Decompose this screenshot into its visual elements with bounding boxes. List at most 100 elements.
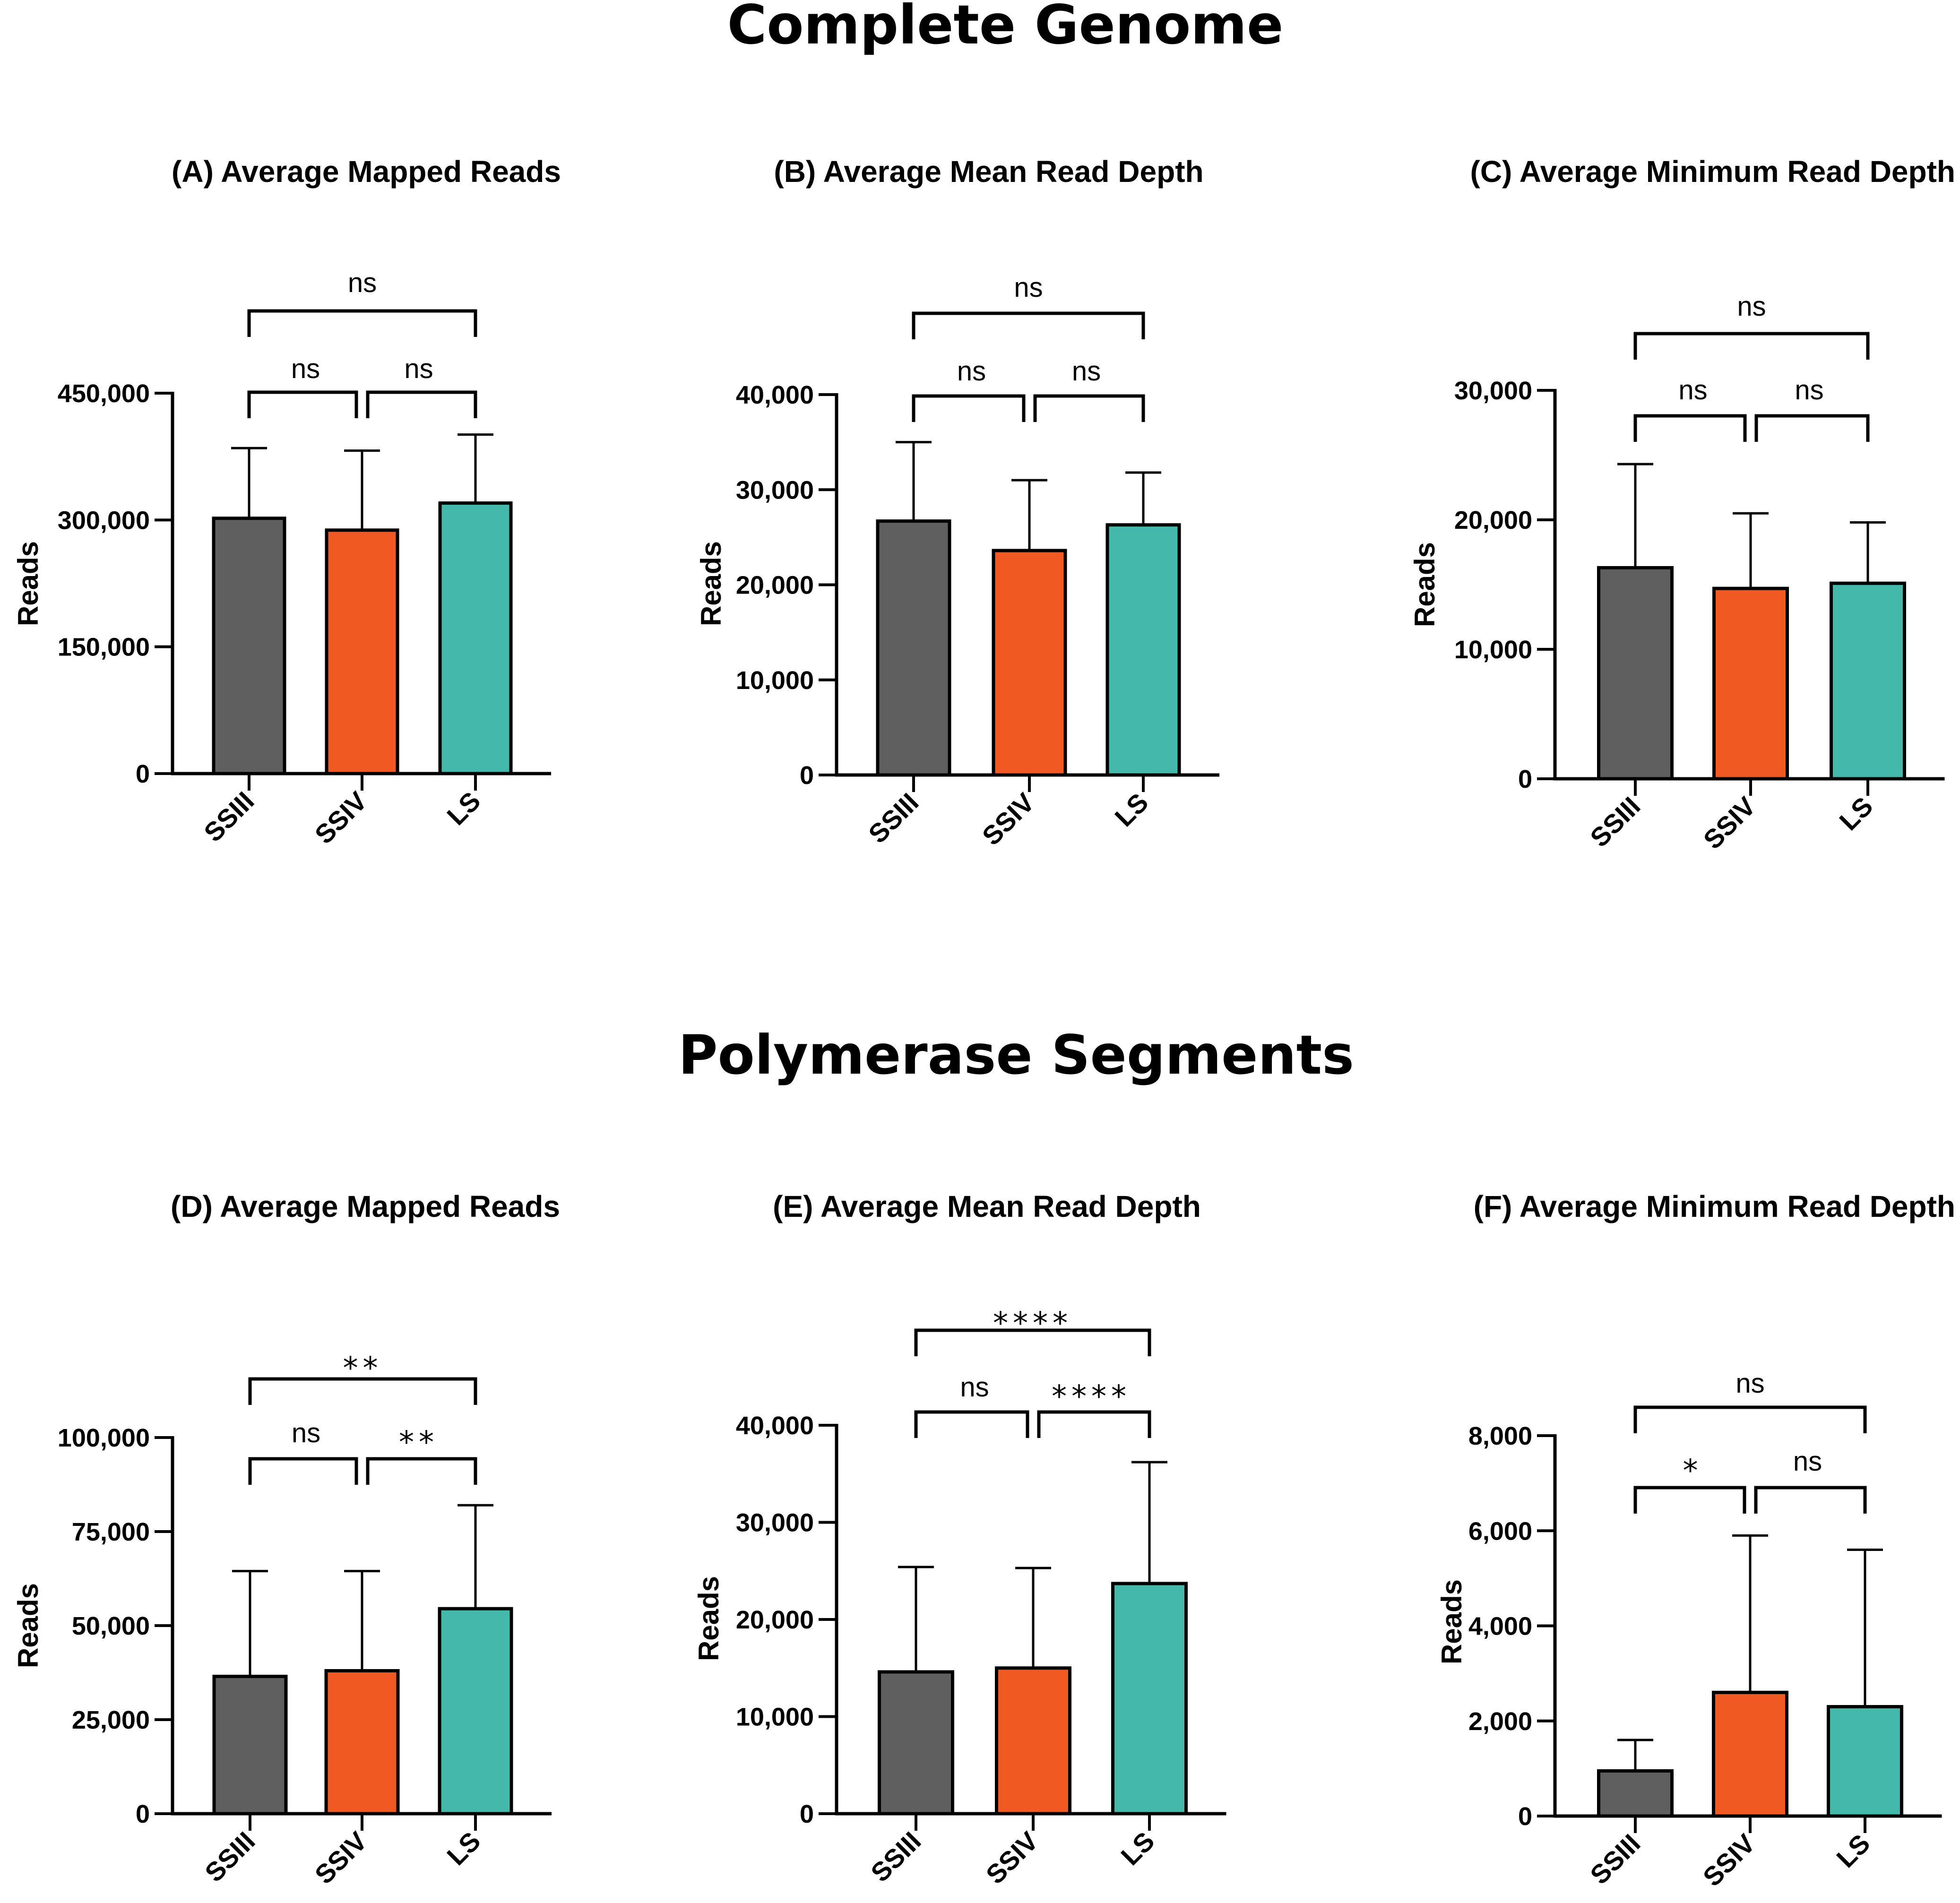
y-tick-label: 2,000 [1468,1707,1532,1736]
y-tick-label: 25,000 [72,1706,150,1734]
y-tick-label: 0 [136,1800,150,1828]
x-tick-label-ssiii: SSIII [198,786,259,847]
bracket-ssiii-ls [248,1377,477,1405]
x-tick-label-ssiii: SSIII [863,787,924,849]
y-tick-label: 30,000 [736,476,814,504]
bar-ssiv [1712,1690,1788,1818]
y-tick-label: 4,000 [1468,1612,1532,1641]
y-tick-label: 10,000 [736,666,814,695]
significance-label-ssiv-ls: **** [1052,1379,1131,1414]
bracket-ssiv-ls [366,390,477,418]
bar-ls [1105,523,1181,777]
panel-title: (B) Average Mean Read Depth [774,155,1203,189]
x-tick-label-ssiii: SSIII [865,1826,926,1887]
bar-ssiv [992,549,1067,777]
y-tick-label: 0 [1518,765,1532,793]
panel-title: (F) Average Minimum Read Depth [1474,1189,1955,1223]
chart-panel-a: (A) Average Mapped Reads Reads 0 150,000 300… [12,155,561,850]
bar-ls [1830,581,1906,781]
panel-title: (D) Average Mapped Reads [171,1189,560,1223]
significance-label-ssiii-ssiv: ns [292,1418,320,1448]
x-tick-label-ssiii: SSIII [1584,1828,1646,1890]
bar-ssiii [212,517,286,775]
bar-ssiv [324,1669,400,1816]
bar-ssiv [1712,586,1789,781]
y-tick-label: 0 [1518,1802,1532,1831]
y-axis-label: Reads [695,541,727,626]
x-tick-label-ssiv: SSIV [1698,791,1761,855]
bracket-ssiv-ls [1037,1410,1151,1438]
x-tick-label-ssiv: SSIV [976,787,1040,851]
y-tick-label: 30,000 [736,1509,814,1537]
y-axis-label: Reads [12,1583,44,1668]
bar-ssiii [212,1674,288,1816]
y-tick-label: 50,000 [72,1612,150,1640]
bracket-ssiv-ls [1754,1486,1867,1514]
y-tick-label: 0 [800,761,814,790]
x-tick-label-ls: LS [1833,791,1878,836]
significance-label-ssiii-ls: ns [1737,291,1766,322]
bracket-ssiii-ssiv [914,1410,1029,1438]
y-tick-label: 10,000 [1454,636,1532,664]
bracket-ssiii-ssiv [1633,414,1747,442]
x-tick-label-ssiv: SSIV [309,786,373,850]
significance-label-ssiv-ls: ns [1793,1446,1822,1477]
bar-ssiii [1597,1769,1674,1818]
significance-label-ssiv-ls: ns [1795,375,1823,405]
y-tick-label: 20,000 [736,571,814,600]
y-tick-label: 40,000 [736,1412,814,1440]
section-title-polymerase-segments: Polymerase Segments [678,1024,1354,1086]
significance-label-ssiii-ls: ns [1014,272,1043,303]
x-tick-label-ls: LS [441,1826,486,1871]
chart-panel-b: (B) Average Mean Read Depth Reads 0 10,000 2… [695,155,1219,851]
y-tick-label: 40,000 [736,381,814,409]
bar-ssiv [325,528,399,775]
significance-label-ssiii-ls: ** [343,1351,383,1386]
bracket-ssiv-ls [366,1457,477,1485]
significance-label-ssiii-ssiv: ns [960,1372,989,1403]
y-tick-label: 450,000 [58,379,150,408]
y-tick-label: 6,000 [1468,1517,1532,1545]
x-tick-label-ssiv: SSIV [980,1826,1044,1890]
panel-title: (A) Average Mapped Reads [172,155,561,189]
x-tick-label-ls: LS [1115,1826,1160,1871]
significance-label-ssiii-ssiv: ns [1678,375,1707,405]
bar-ls [438,1607,513,1816]
chart-panel-f: (F) Average Minimum Read Depth Reads 0 2,00… [1436,1189,1955,1892]
chart-panel-d: (D) Average Mapped Reads Reads 0 25,000 50,0… [12,1189,560,1890]
bracket-ssiii-ssiv [247,390,358,418]
y-axis-label: Reads [12,541,44,626]
y-axis-label: Reads [693,1576,725,1661]
x-tick-label-ssiv: SSIV [1697,1828,1761,1892]
bracket-ssiii-ls [1633,332,1870,360]
y-tick-label: 300,000 [58,506,150,534]
significance-label-ssiii-ls: ns [348,267,377,298]
bar-ssiii [878,1670,954,1816]
x-tick-label-ls: LS [441,786,486,831]
x-tick-label-ls: LS [1109,787,1154,832]
bracket-ssiv-ls [1754,414,1870,442]
y-tick-label: 20,000 [736,1606,814,1634]
bar-ls [438,501,513,775]
x-tick-label-ls: LS [1830,1828,1875,1873]
y-axis-label: Reads [1409,542,1441,627]
significance-label-ssiii-ssiv: ns [291,353,320,384]
y-tick-label: 20,000 [1454,506,1532,534]
y-tick-label: 30,000 [1454,377,1532,405]
bracket-ssiii-ls [247,309,477,337]
y-tick-label: 10,000 [736,1703,814,1731]
bracket-ssiii-ssiv [912,394,1026,422]
y-tick-label: 100,000 [58,1424,150,1452]
chart-panel-e: (E) Average Mean Read Depth Reads 0 10,000 2… [693,1189,1226,1890]
y-tick-label: 75,000 [72,1518,150,1546]
panel-title: (E) Average Mean Read Depth [773,1189,1201,1223]
y-tick-label: 8,000 [1468,1422,1532,1450]
bracket-ssiii-ssiv [248,1457,358,1485]
bracket-ssiii-ls [912,311,1145,339]
bar-ssiii [1597,566,1674,781]
x-tick-label-ssiii: SSIII [199,1826,260,1887]
bar-ssiv [995,1666,1071,1816]
x-tick-label-ssiii: SSIII [1584,791,1646,852]
significance-label-ssiv-ls: ns [404,353,433,384]
significance-label-ssiv-ls: ** [399,1425,439,1460]
